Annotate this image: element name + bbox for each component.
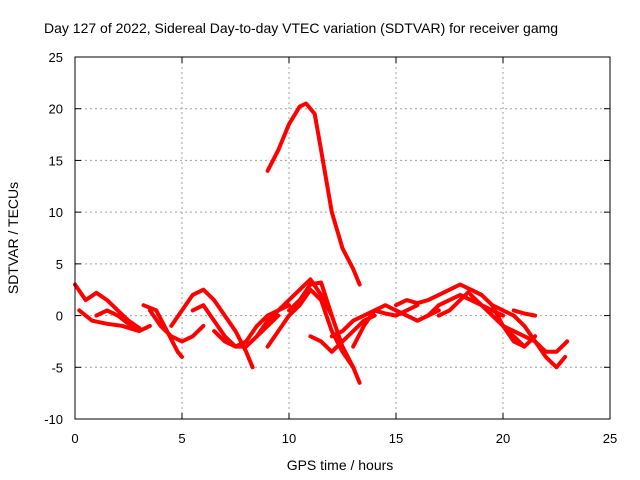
- series-trace-5: [147, 308, 206, 344]
- y-axis-label: SDTVAR / TECUs: [5, 182, 21, 294]
- y-tick-label: 5: [56, 257, 63, 272]
- ticks: [74, 56, 611, 420]
- x-tick-label: 10: [282, 431, 296, 446]
- series-trace-11: [287, 280, 362, 385]
- y-tick-label: -10: [44, 412, 63, 427]
- plot-frame: [74, 56, 611, 420]
- series-trace-17: [436, 287, 527, 349]
- series-trace-3: [94, 308, 142, 330]
- series-trace-9: [254, 277, 334, 339]
- series-trace-15: [394, 282, 484, 308]
- chart-title: Day 127 of 2022, Sidereal Day-to-day VTE…: [44, 20, 558, 36]
- y-tick-label: 0: [56, 309, 63, 324]
- series-trace-14: [351, 303, 441, 349]
- x-tick-label: 5: [178, 431, 185, 446]
- y-tick-label: -5: [51, 360, 63, 375]
- y-tick-label: 10: [49, 205, 63, 220]
- series-satellite-peak: [265, 101, 362, 287]
- y-tick-label: 20: [49, 102, 63, 117]
- series-trace-10: [265, 287, 356, 370]
- y-tick-label: 25: [49, 50, 63, 65]
- x-tick-label: 0: [71, 431, 78, 446]
- x-tick-label: 20: [496, 431, 510, 446]
- grid: [75, 57, 610, 419]
- series-trace-2: [77, 308, 152, 334]
- y-tick-label: 15: [49, 153, 63, 168]
- series-trace-16: [415, 292, 505, 323]
- series-trace-20: [501, 323, 570, 354]
- x-axis-label: GPS time / hours: [287, 457, 394, 473]
- series-group: [73, 101, 570, 385]
- series-trace-19: [490, 303, 568, 370]
- tick-labels: 0 5 10 15 20 25 -10 -5 0 5 10 15 20 25: [44, 50, 617, 446]
- series-trace-1: [73, 282, 142, 330]
- x-tick-label: 15: [389, 431, 403, 446]
- series-trace-21: [511, 308, 538, 318]
- x-tick-label: 25: [603, 431, 617, 446]
- series-trace-12: [308, 313, 377, 354]
